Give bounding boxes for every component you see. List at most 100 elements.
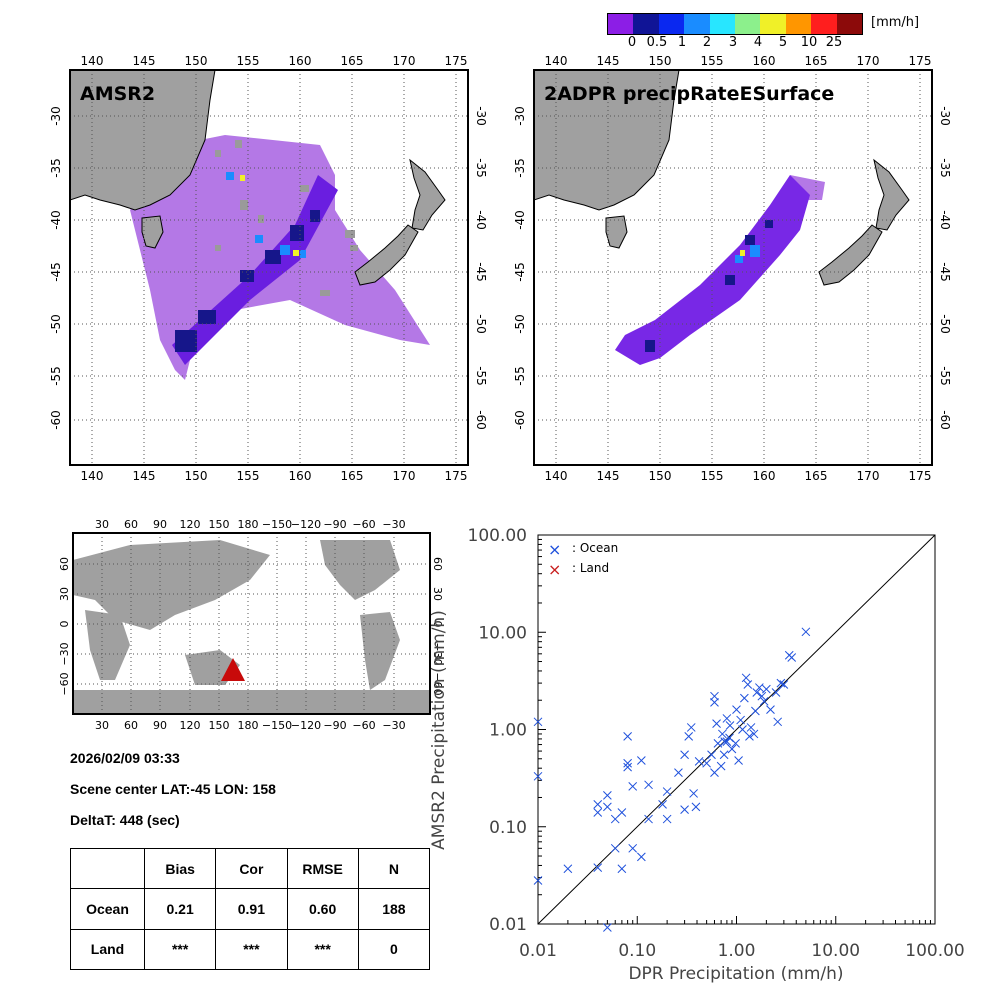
scatter-point (751, 706, 760, 716)
lat-tick-label: -45 (474, 262, 488, 282)
scatter-point (623, 732, 632, 741)
dpr-map-label: 2ADPR precipRateESurface (544, 83, 834, 105)
lat-tick-label: 0 (58, 621, 71, 628)
lon-tick-label: 175 (909, 469, 932, 483)
scatter-point (628, 782, 638, 791)
scatter-point (563, 864, 573, 874)
scatter-point (746, 723, 756, 732)
scatter-point (713, 739, 723, 748)
lat-tick-label: -45 (513, 262, 527, 282)
lat-tick-label: -60 (474, 410, 488, 430)
scatter-point (710, 698, 719, 707)
amsr2-moderate-rain-cells (226, 172, 306, 258)
lon-tick-label: 165 (805, 54, 828, 68)
table-row: Land *** *** *** 0 (70, 928, 431, 971)
colorbar-tick-label: 4 (753, 35, 763, 50)
scatter-point (722, 737, 732, 747)
y-tick-label: 100.00 (468, 526, 527, 546)
lat-tick-label: -35 (474, 158, 488, 178)
scatter-point (662, 814, 672, 824)
scatter-point (617, 808, 627, 817)
amsr2-map-panel: AMSR2 1401401451451501501551551601601651… (49, 54, 488, 483)
lat-tick-label: −60 (58, 672, 71, 695)
lon-tick-label: −90 (323, 518, 346, 531)
scatter-point (593, 799, 603, 809)
dpr-tasmania-landmass (605, 215, 628, 249)
lat-tick-label: -40 (938, 210, 952, 230)
colorbar-swatch (811, 14, 837, 34)
legend-land-marker: × (548, 560, 561, 579)
scatter-point (694, 757, 704, 766)
x-axis-label: DPR Precipitation (mm/h) (628, 964, 843, 984)
colorbar-swatch (709, 14, 736, 34)
table-header-cell: Cor (215, 847, 288, 890)
colorbar-tick-label: 3 (728, 35, 738, 50)
colorbar-unit-label: [mm/h] (871, 15, 920, 30)
lon-tick-label: 60 (124, 518, 138, 531)
lon-tick-label: 150 (209, 719, 230, 732)
scatter-point (720, 737, 730, 747)
lon-tick-label: 170 (857, 469, 880, 483)
lon-tick-label: 150 (649, 469, 672, 483)
scene-delta-time: DeltaT: 448 (sec) (70, 812, 180, 828)
colorbar-swatch (760, 14, 786, 34)
scatter-point (603, 923, 612, 932)
colorbar (607, 13, 863, 35)
scatter-point (773, 717, 783, 727)
x-tick-label: 0.01 (519, 941, 557, 961)
scatter-point (766, 705, 775, 715)
lon-tick-label: 155 (701, 54, 724, 68)
lat-tick-label: -50 (49, 314, 63, 334)
colorbar-tick-label: 25 (825, 35, 843, 50)
scatter-point (717, 729, 727, 739)
dpr-new-zealand-north-island (873, 158, 910, 231)
scatter-point (722, 714, 732, 723)
scatter-point (738, 725, 747, 734)
colorbar-swatch (608, 14, 634, 34)
scatter-point (674, 768, 683, 778)
lat-tick-label: 0 (431, 621, 444, 628)
table-header-cell (70, 847, 145, 890)
lat-tick-label: -55 (513, 366, 527, 386)
scatter-point (779, 680, 789, 689)
lat-tick-label: -60 (938, 410, 952, 430)
scatter-point (689, 789, 698, 798)
scatter-point (533, 771, 543, 781)
lat-tick-label: -55 (474, 366, 488, 386)
scatter-point (623, 762, 632, 772)
scatter-point (752, 688, 762, 697)
scatter-point (712, 719, 721, 728)
lon-tick-label: 30 (95, 719, 109, 732)
lat-tick-label: -30 (49, 106, 63, 126)
scatter-point (702, 758, 711, 768)
colorbar-swatch (658, 14, 685, 34)
scatter-point (759, 696, 769, 706)
one-to-one-line (537, 534, 936, 925)
lon-tick-label: 140 (545, 469, 568, 483)
scatter-point (741, 673, 751, 683)
lat-tick-label: -50 (474, 314, 488, 334)
scatter-point (732, 705, 741, 715)
scatter-point (787, 653, 797, 662)
lon-tick-label: 155 (237, 54, 260, 68)
table-cell: *** (143, 928, 217, 971)
table-header-row: Bias Cor RMSE N (70, 847, 431, 890)
lat-tick-label: -55 (49, 366, 63, 386)
x-tick-label: 10.00 (811, 941, 860, 961)
scatter-tick-labels: 0.01 0.01 0.10 0.10 1.00 1.00 10.00 10.00 100.00… (468, 526, 965, 961)
lon-tick-label: 150 (209, 518, 230, 531)
dpr-australia-landmass (534, 70, 680, 211)
scatter-point (749, 729, 759, 739)
lon-tick-label: 155 (701, 469, 724, 483)
scatter-point (716, 761, 726, 771)
scatter-point (727, 744, 737, 754)
y-tick-label: 10.00 (478, 623, 527, 643)
table-cell: 188 (357, 888, 431, 930)
table-cell: 0.60 (286, 888, 359, 930)
dpr-swath-light (790, 175, 825, 200)
scatter-point (533, 717, 543, 727)
table-cell: 0.91 (215, 888, 288, 930)
scatter-point (533, 876, 543, 885)
lon-tick-label: −30 (382, 719, 405, 732)
lat-tick-label: -45 (938, 262, 952, 282)
